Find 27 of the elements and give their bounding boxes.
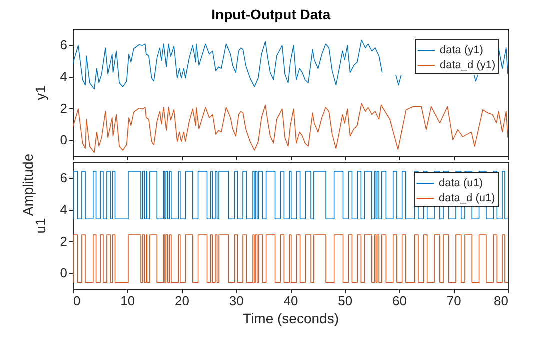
x-tick-label: 10 bbox=[120, 294, 136, 308]
x-tick-label: 30 bbox=[229, 294, 244, 308]
text: Amplitude bbox=[20, 154, 36, 216]
y-tick-label: 0 bbox=[60, 266, 68, 281]
x-tick-label: 80 bbox=[494, 294, 508, 308]
y-tick-label: 6 bbox=[60, 170, 68, 186]
x-tick-label: 50 bbox=[338, 294, 353, 308]
y-tick-label: 4 bbox=[60, 69, 68, 84]
x-tick-label: 60 bbox=[392, 294, 407, 308]
chart-title: Input-Output Data bbox=[212, 6, 331, 22]
y-tick-label: 4 bbox=[60, 202, 68, 218]
x-tick-label: 70 bbox=[446, 294, 462, 308]
y-tick-label: 6 bbox=[60, 37, 68, 52]
legend-label: data (u1) bbox=[439, 178, 484, 190]
x-tick-label: 40 bbox=[284, 294, 298, 308]
x-tick-label: 0 bbox=[74, 294, 81, 308]
y-axis-title: y1 bbox=[32, 85, 48, 100]
y-tick-label: 2 bbox=[60, 234, 68, 249]
y-tick-label: 0 bbox=[60, 132, 68, 148]
x-axis-title: Time (seconds) bbox=[243, 310, 339, 326]
y-tick-label: 2 bbox=[60, 100, 68, 116]
legend-label: data_d (u1) bbox=[439, 192, 496, 204]
y-axis-title: u1 bbox=[32, 218, 48, 234]
legend-label: data (y1) bbox=[440, 44, 484, 56]
line-series bbox=[73, 103, 508, 154]
x-tick-label: 20 bbox=[175, 294, 190, 308]
legend-label: data_d (y1) bbox=[440, 60, 496, 72]
